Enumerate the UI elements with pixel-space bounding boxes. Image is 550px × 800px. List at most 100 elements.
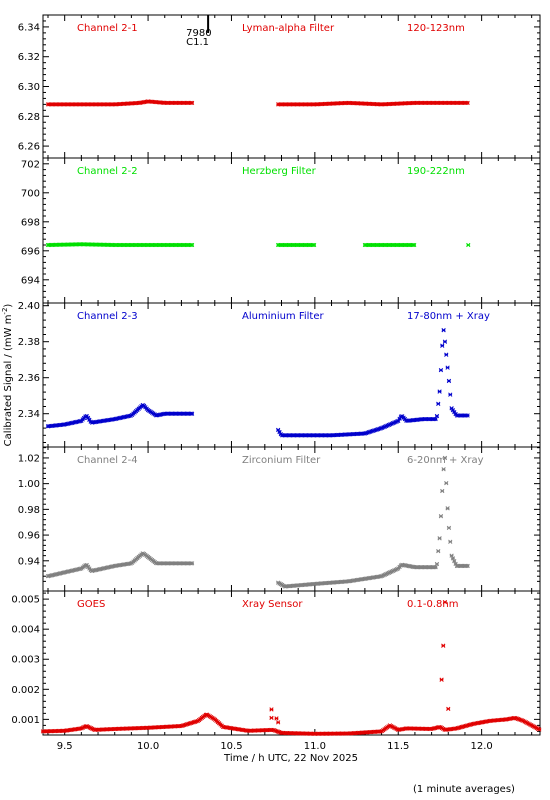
panel-2: 694 696 698 700 702 Channel 2-2 Herzberg Filte… — [21, 157, 541, 304]
y-axis-title-superscript: -2 — [1, 308, 9, 315]
y-tick-label: 0.005 — [11, 595, 40, 606]
x-tick-label: 10.5 — [220, 741, 242, 752]
y-tick-label: 0.003 — [11, 655, 40, 666]
data-point — [448, 392, 453, 397]
y-tick-label: 698 — [21, 217, 40, 228]
filter-label: Lyman-alpha Filter — [242, 23, 335, 34]
y-tick-label: 6.30 — [18, 82, 40, 93]
data-point — [433, 565, 438, 570]
band-label: 0.1-0.8nm — [407, 599, 459, 610]
x-axis-title: Time / h UTC, 22 Nov 2025 — [223, 753, 358, 764]
data-point — [449, 553, 454, 558]
data-point — [438, 514, 444, 519]
y-tick-label: 1.02 — [18, 453, 40, 464]
data-point-outlier — [446, 706, 451, 711]
data-point — [465, 413, 470, 418]
y-tick-label: 2.36 — [18, 373, 40, 384]
data-point — [466, 242, 471, 248]
data-point — [445, 506, 450, 511]
data-point — [441, 467, 446, 472]
y-tick-label: 700 — [21, 188, 40, 199]
y-axis-title-close: ) — [3, 304, 14, 308]
y-tick-label: 2.34 — [18, 409, 40, 420]
panel-frame — [42, 590, 541, 736]
filter-label: Aluminium Filter — [242, 311, 325, 322]
data-point — [450, 556, 456, 561]
data-point-outlier — [441, 643, 446, 648]
data-point — [189, 411, 195, 416]
data-point — [312, 242, 317, 248]
y-tick-label: 0.94 — [18, 556, 40, 567]
panel-frame — [42, 302, 541, 448]
data-point — [434, 413, 440, 419]
y-tick-label: 0.98 — [18, 505, 40, 516]
data-point-outlier — [269, 707, 274, 712]
filter-label: Xray Sensor — [242, 599, 303, 610]
data-point — [441, 328, 446, 333]
y-axis-title: Calibrated Signal / (mW m-2) — [1, 304, 14, 447]
y-tick-label: 694 — [21, 275, 40, 286]
data-point-outlier — [442, 599, 448, 605]
data-point — [442, 339, 448, 344]
channel-label: Channel 2-4 — [77, 455, 138, 466]
data-point — [445, 365, 450, 370]
y-tick-label: 2.38 — [18, 337, 40, 348]
y-tick-label: 2.40 — [18, 301, 40, 312]
data-point — [437, 536, 442, 541]
data-point — [438, 367, 444, 373]
y-tick-label: 0.004 — [11, 625, 40, 636]
data-point — [189, 100, 195, 106]
data-point — [452, 558, 457, 564]
data-point-outlier — [274, 716, 279, 721]
filter-label: Zirconium Filter — [242, 455, 321, 466]
filter-label: Herzberg Filter — [242, 166, 317, 177]
y-tick-label: 0.002 — [11, 685, 40, 696]
band-label: 6-20nm + Xray — [407, 455, 484, 466]
data-point — [537, 727, 542, 732]
band-label: 120-123nm — [407, 23, 465, 34]
panel-1: 6.26 6.28 6.30 6.32 6.34 Channel 2-1 Lyman-alp… — [18, 14, 541, 159]
event-marker-label: 7980 — [186, 28, 211, 39]
x-tick-label: 10.0 — [137, 741, 159, 752]
data-point — [434, 561, 440, 567]
data-point — [437, 389, 442, 394]
x-tick-label: 11.0 — [304, 741, 326, 752]
event-marker-class: C1.1 — [186, 37, 209, 48]
channel-label: GOES — [77, 599, 105, 610]
y-tick-label: 6.28 — [18, 112, 40, 123]
y-tick-label: 0.001 — [11, 715, 40, 726]
data-point — [436, 548, 441, 554]
data-point — [396, 418, 401, 424]
x-tick-label: 9.5 — [57, 741, 73, 752]
data-point — [444, 480, 449, 486]
data-point — [412, 242, 417, 248]
footnote-averages: (1 minute averages) — [413, 784, 515, 795]
data-point — [465, 100, 470, 106]
data-point — [189, 561, 195, 566]
band-label: 17-80nm + Xray — [407, 311, 490, 322]
panel-4: 0.94 0.96 0.98 1.00 1.02 Channel 2-4 Zirconium… — [18, 446, 541, 592]
data-point-outlier — [276, 720, 281, 725]
panel-frame — [42, 446, 541, 592]
data-point — [436, 401, 441, 406]
y-tick-label: 6.34 — [18, 22, 40, 33]
channel-label: Channel 2-2 — [77, 166, 138, 177]
y-tick-label: 0.96 — [18, 531, 40, 542]
data-point — [444, 352, 449, 357]
channel-label: Channel 2-3 — [77, 311, 138, 322]
data-point — [446, 378, 452, 384]
channel-label: Channel 2-1 — [77, 23, 138, 34]
data-point — [433, 416, 438, 422]
y-tick-label: 6.32 — [18, 52, 40, 63]
data-point — [465, 563, 470, 569]
y-axis-title-main: Calibrated Signal / (mW m — [3, 315, 14, 447]
data-point — [448, 539, 453, 544]
y-tick-label: 702 — [21, 159, 40, 170]
y-tick-label: 1.00 — [18, 479, 40, 490]
x-tick-label: 11.5 — [387, 741, 409, 752]
y-tick-label: 696 — [21, 246, 40, 257]
x-tick-label: 12.0 — [470, 741, 492, 752]
y-tick-label: 6.26 — [18, 142, 40, 153]
data-point — [446, 525, 452, 531]
